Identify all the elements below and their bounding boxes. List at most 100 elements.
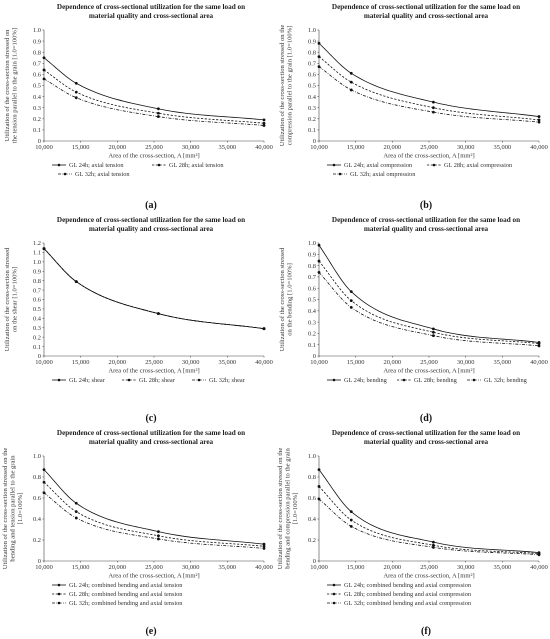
y-tick-label: 0.3: [308, 105, 316, 112]
x-tick-label: 20,000: [384, 564, 402, 571]
y-axis-label: [1.0=100%]: [292, 493, 299, 525]
data-point: [74, 501, 78, 505]
y-tick-label: 0.9: [33, 38, 41, 45]
series-line-1: [318, 469, 540, 553]
y-tick-label: 0.6: [33, 495, 41, 502]
x-axis-label: Area of the cross-section, A [mm²]: [108, 153, 199, 160]
y-tick-label: 0.2: [308, 537, 316, 544]
series-line-3: [43, 492, 265, 549]
y-tick-label: 0.5: [308, 297, 316, 304]
x-tick-label: 30,000: [457, 359, 475, 366]
legend-marker: [332, 378, 336, 382]
data-point: [157, 312, 160, 316]
legend-marker: [332, 163, 336, 167]
y-tick-label: 0.4: [308, 516, 317, 523]
chart-title: material quality and cross-sectional are…: [364, 438, 489, 446]
x-tick-label: 35,000: [219, 564, 237, 571]
chart-svg-e: Dependence of cross-sectional utilizatio…: [2, 429, 273, 637]
x-tick-label: 10,000: [35, 144, 53, 151]
data-point: [157, 530, 160, 533]
x-tick-label: 20,000: [109, 144, 127, 151]
y-tick-label: 0.8: [33, 49, 41, 56]
legend-entry-3: GL 32h; combined bending and axial tensi…: [69, 600, 183, 607]
data-point: [432, 100, 435, 104]
y-tick-label: 0.7: [308, 61, 317, 68]
x-tick-label: 25,000: [145, 359, 163, 366]
x-tick-label: 40,000: [530, 144, 548, 151]
y-axis-label: Utilization of the cross-section stresse…: [279, 247, 286, 351]
chart-svg-c: Dependence of cross-sectional utilizatio…: [4, 216, 273, 424]
y-tick-label: 0.6: [33, 72, 41, 79]
y-axis-label: [1.0=100%]: [17, 493, 24, 525]
y-tick-label: 0: [313, 558, 316, 565]
legend-marker: [57, 583, 61, 587]
data-point: [42, 468, 46, 472]
y-tick-label: 0.8: [308, 49, 316, 56]
x-tick-label: 30,000: [182, 564, 200, 571]
x-tick-label: 20,000: [384, 359, 402, 366]
y-tick-label: 0.4: [33, 316, 42, 323]
x-tick-label: 35,000: [494, 144, 512, 151]
data-point: [317, 55, 321, 59]
y-tick-label: 0.6: [308, 495, 316, 502]
legend-marker: [57, 601, 61, 605]
data-point: [42, 77, 46, 81]
y-axis-label: on the bending [1.0=100%]: [287, 263, 294, 336]
x-tick-label: 35,000: [494, 359, 512, 366]
legend-entry-3: GL 32h; combined bending and axial compr…: [344, 600, 472, 607]
data-point: [42, 491, 46, 495]
panel-caption: (f): [421, 626, 431, 637]
y-tick-label: 0.1: [308, 127, 316, 134]
panel-caption: (c): [145, 413, 156, 424]
y-tick-label: 1.0: [308, 453, 316, 460]
x-tick-label: 25,000: [420, 359, 438, 366]
panel-caption: (a): [145, 200, 157, 211]
x-tick-label: 40,000: [255, 144, 273, 151]
chart-svg-d: Dependence of cross-sectional utilizatio…: [279, 216, 548, 424]
legend-entry-1: GL 24h; shear: [69, 377, 106, 384]
legend-marker: [157, 163, 161, 167]
x-tick-label: 15,000: [347, 359, 365, 366]
data-point: [349, 88, 353, 92]
data-point: [349, 80, 353, 84]
series-line-1: [43, 248, 265, 330]
y-tick-label: 0.6: [33, 297, 41, 304]
data-point: [74, 96, 78, 100]
legend-entry-3: GL 32h; shear: [209, 377, 246, 384]
x-tick-label: 20,000: [109, 564, 127, 571]
x-tick-label: 15,000: [72, 564, 90, 571]
y-axis-label: bending and tension parallel to the grai…: [10, 455, 17, 562]
data-point: [42, 247, 46, 251]
data-point: [317, 41, 321, 45]
chart-title: material quality and cross-sectional are…: [89, 225, 214, 233]
legend-entry-2: GL 28h; axial tension: [169, 162, 224, 169]
x-axis-label: Area of the cross-section, A [mm²]: [383, 153, 474, 160]
data-point: [74, 510, 78, 514]
data-point: [317, 485, 321, 488]
data-point: [432, 540, 435, 544]
y-tick-label: 0.2: [33, 334, 41, 341]
data-point: [157, 107, 160, 111]
legend-entry-2: GL 28h; shear: [139, 377, 176, 384]
legend-marker: [402, 378, 406, 382]
legend-marker: [57, 592, 61, 596]
data-point: [537, 120, 541, 124]
x-tick-label: 35,000: [219, 144, 237, 151]
data-point: [432, 327, 435, 331]
legend-entry-2: GL 28h; combined bending and axial tensi…: [69, 591, 183, 598]
y-tick-label: 0.2: [308, 116, 316, 123]
y-tick-label: 0: [38, 138, 41, 145]
y-axis-label: the tension parallel to the grain [1.0=1…: [12, 28, 19, 143]
data-point: [537, 115, 541, 118]
chart-title: Dependence of cross-sectional utilizatio…: [332, 3, 520, 11]
data-point: [262, 124, 266, 127]
legend-marker: [332, 583, 336, 587]
y-tick-label: 0.4: [308, 308, 317, 315]
y-axis-label: Utilization of the cross-section stresse…: [2, 448, 9, 570]
y-tick-label: 0.5: [33, 83, 41, 90]
x-tick-label: 20,000: [384, 144, 402, 151]
data-point: [157, 115, 160, 118]
y-tick-label: 1.0: [33, 27, 41, 34]
legend-entry-2: GL 28h; bending: [414, 377, 458, 384]
x-tick-label: 10,000: [35, 359, 53, 366]
